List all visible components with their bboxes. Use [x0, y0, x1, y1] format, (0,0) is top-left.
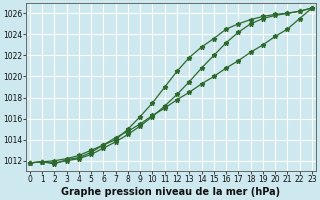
X-axis label: Graphe pression niveau de la mer (hPa): Graphe pression niveau de la mer (hPa) [61, 187, 280, 197]
